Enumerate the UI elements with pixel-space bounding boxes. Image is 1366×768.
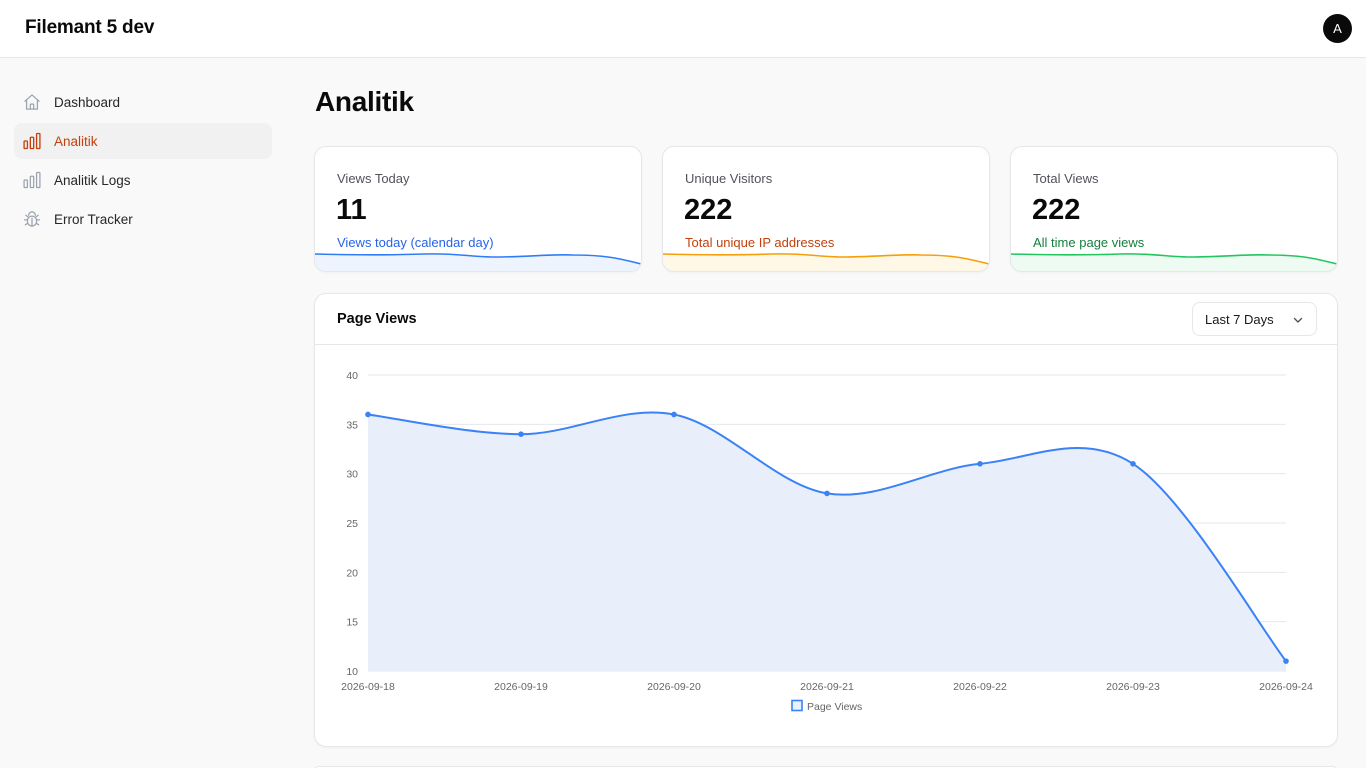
stat-label: Views Today [337, 171, 410, 186]
x-tick-label: 2026-09-24 [1259, 681, 1313, 693]
stat-description: Total unique IP addresses [685, 235, 835, 250]
bug-icon [22, 209, 42, 229]
stat-description: Views today (calendar day) [337, 235, 494, 250]
panel-title: Page Views [337, 311, 417, 327]
data-point [365, 411, 371, 418]
y-tick-label: 30 [346, 469, 358, 481]
stat-label: Unique Visitors [685, 171, 773, 186]
stat-description: All time page views [1033, 235, 1145, 250]
x-tick-label: 2026-09-21 [800, 681, 854, 693]
sidebar-item-analitik[interactable]: Analitik [14, 123, 272, 159]
user-avatar[interactable]: A [1323, 14, 1352, 43]
data-point [1130, 461, 1136, 467]
data-point [1283, 658, 1289, 664]
y-tick-label: 25 [346, 518, 358, 530]
stat-sparkline [1011, 253, 1337, 271]
series-area [368, 412, 1286, 671]
page-views-panel: Page Views Last 7 Days 10 15 20 25 30 35 40 202… [314, 293, 1338, 747]
data-point [977, 461, 983, 467]
page-title: Analitik [315, 86, 414, 117]
sidebar-item-analitik-logs[interactable]: Analitik Logs [14, 162, 272, 198]
x-tick-label: 2026-09-23 [1106, 681, 1160, 693]
sidebar-item-label: Dashboard [54, 94, 121, 110]
legend-swatch [791, 699, 803, 712]
stat-value: 222 [1032, 194, 1081, 226]
x-tick-label: 2026-09-19 [494, 681, 548, 693]
panel-header: Page Views Last 7 Days [315, 294, 1337, 345]
stat-sparkline [315, 253, 641, 271]
stat-card-total-views: Total Views 222 All time page views [1010, 146, 1338, 272]
data-point [518, 431, 524, 437]
x-tick-label: 2026-09-22 [953, 681, 1007, 693]
x-tick-label: 2026-09-20 [647, 681, 701, 693]
y-tick-label: 10 [346, 666, 358, 678]
y-tick-label: 35 [346, 419, 358, 431]
stat-sparkline [663, 253, 989, 271]
stat-card-unique-visitors: Unique Visitors 222 Total unique IP addr… [662, 146, 990, 272]
stat-label: Total Views [1033, 171, 1099, 186]
sidebar-item-dashboard[interactable]: Dashboard [14, 84, 272, 120]
x-tick-label: 2026-09-18 [341, 681, 395, 693]
legend-label: Page Views [807, 701, 862, 713]
data-point [824, 490, 830, 497]
sidebar-item-error-tracker[interactable]: Error Tracker [14, 201, 272, 237]
y-tick-label: 40 [346, 370, 358, 382]
sidebar: Dashboard Analitik Analitik Logs Error T… [14, 84, 272, 240]
y-tick-label: 15 [346, 617, 358, 629]
sidebar-item-label: Error Tracker [54, 211, 133, 227]
y-tick-label: 20 [346, 567, 358, 579]
stat-value: 11 [336, 194, 367, 226]
sidebar-item-label: Analitik [54, 133, 98, 149]
top-bar: Filemant 5 dev A [0, 0, 1366, 58]
chevron-down-icon [1293, 317, 1303, 323]
stat-card-views-today: Views Today 11 Views today (calendar day… [314, 146, 642, 272]
page-views-chart: 10 15 20 25 30 35 40 2026-09-18 2026-09-19 2026-0… [341, 370, 1313, 713]
date-range-value: Last 7 Days [1205, 311, 1274, 327]
app-title[interactable]: Filemant 5 dev [25, 17, 155, 38]
sidebar-item-label: Analitik Logs [54, 172, 131, 188]
bar-chart-icon [22, 170, 42, 190]
date-range-select[interactable]: Last 7 Days [1192, 302, 1317, 336]
stat-value: 222 [684, 194, 733, 226]
data-point [671, 411, 677, 418]
home-icon [22, 92, 42, 112]
bar-chart-icon [22, 131, 42, 151]
